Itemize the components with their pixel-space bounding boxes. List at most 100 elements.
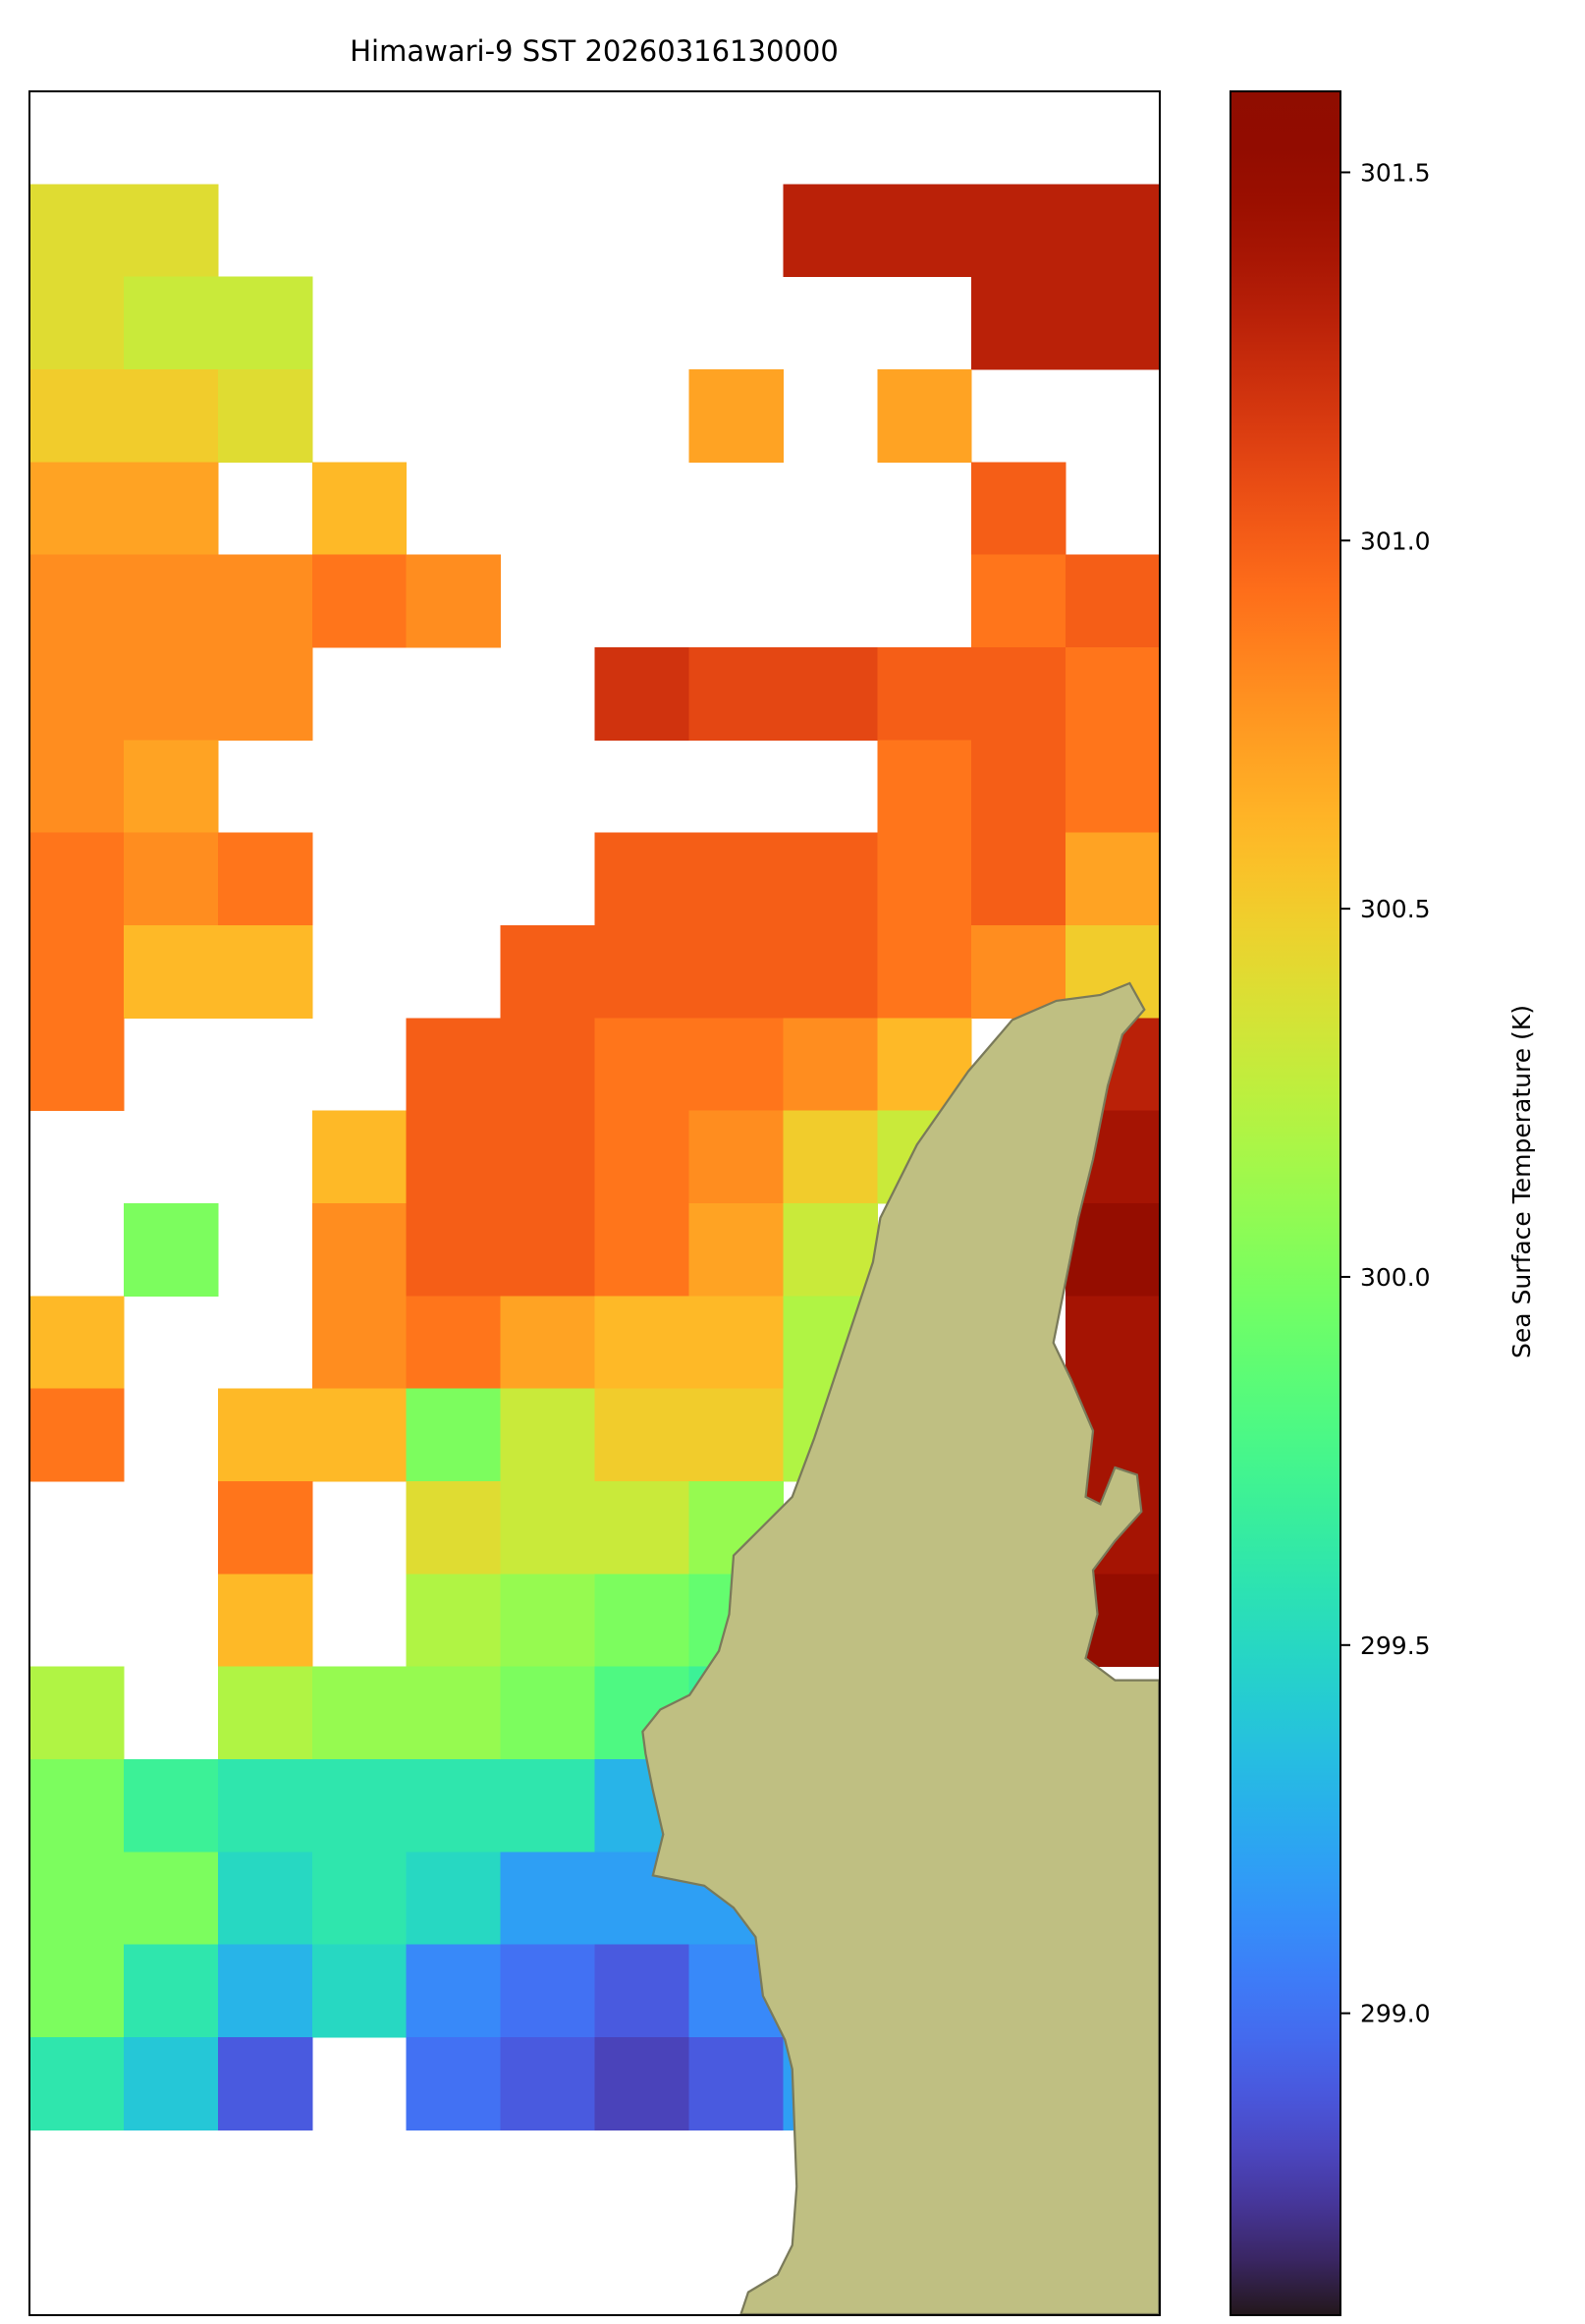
cell xyxy=(406,1110,502,1204)
cell xyxy=(971,276,1066,370)
cell xyxy=(594,1388,689,1482)
cell xyxy=(594,1944,689,2038)
cell xyxy=(217,1574,313,1668)
cell xyxy=(500,1018,595,1112)
cell xyxy=(123,925,219,1019)
cell xyxy=(29,1666,125,1760)
cell xyxy=(123,1852,219,1946)
cell xyxy=(500,1203,595,1297)
chart-title: Himawari-9 SST 20260316130000 xyxy=(350,34,839,68)
cell xyxy=(594,1110,689,1204)
cell xyxy=(29,1944,125,2038)
land xyxy=(641,981,1161,2316)
colorbar-tick-label: 299.5 xyxy=(1360,1632,1431,1660)
cell xyxy=(688,1018,784,1112)
cell xyxy=(29,1296,125,1390)
cell xyxy=(406,1666,502,1760)
cell xyxy=(123,369,219,463)
cell xyxy=(971,740,1066,834)
cell xyxy=(688,369,784,463)
cell xyxy=(688,2037,784,2130)
cell xyxy=(406,1852,502,1946)
cell xyxy=(123,832,219,926)
colorbar-tick-label: 300.0 xyxy=(1360,1263,1431,1292)
cell xyxy=(29,369,125,463)
cell xyxy=(311,462,408,556)
cell xyxy=(217,647,313,741)
cell xyxy=(688,1203,784,1297)
cell xyxy=(29,647,125,741)
plot-frame xyxy=(28,90,1161,2316)
cell xyxy=(783,184,878,278)
cell xyxy=(29,925,125,1019)
cell xyxy=(123,1944,219,2038)
cell xyxy=(29,1852,125,1946)
cell xyxy=(783,647,878,741)
cell xyxy=(406,554,502,648)
cell xyxy=(500,1110,595,1204)
cell xyxy=(29,1759,125,1853)
cell xyxy=(594,1203,689,1297)
colorbar-tick-label: 301.5 xyxy=(1360,158,1431,187)
cell xyxy=(123,740,219,834)
cell xyxy=(688,832,784,926)
cell xyxy=(500,1944,595,2038)
cell xyxy=(688,1110,784,1204)
cell xyxy=(783,832,878,926)
cell xyxy=(123,276,219,370)
cell xyxy=(783,925,878,1019)
cell xyxy=(877,184,972,278)
cell xyxy=(877,925,972,1019)
cell xyxy=(594,1574,689,1668)
cell xyxy=(971,184,1066,278)
cell xyxy=(500,1481,595,1575)
cell xyxy=(594,1481,689,1575)
cell xyxy=(406,1759,502,1853)
cell xyxy=(1066,276,1161,370)
colorbar-tick-label: 301.0 xyxy=(1360,526,1431,555)
cell xyxy=(29,2037,125,2130)
cell xyxy=(29,832,125,926)
cell xyxy=(877,832,972,926)
cell xyxy=(1066,740,1161,834)
cell xyxy=(594,832,689,926)
cell xyxy=(406,1388,502,1482)
cell xyxy=(1066,647,1161,741)
cell xyxy=(123,1759,219,1853)
cell xyxy=(217,554,313,648)
cell xyxy=(29,1018,125,1112)
cell xyxy=(217,1388,313,1482)
cell xyxy=(1066,1203,1161,1297)
cell xyxy=(217,925,313,1019)
cell xyxy=(594,1296,689,1390)
cell xyxy=(217,1852,313,1946)
cell xyxy=(311,1666,408,1760)
cell xyxy=(123,2037,219,2130)
cell xyxy=(311,1852,408,1946)
cell xyxy=(688,1296,784,1390)
cell xyxy=(971,554,1066,648)
cell xyxy=(877,369,972,463)
cell xyxy=(29,554,125,648)
cell xyxy=(877,740,972,834)
cell xyxy=(594,925,689,1019)
cell xyxy=(594,647,689,741)
cell xyxy=(688,925,784,1019)
cell xyxy=(217,1759,313,1853)
cell xyxy=(29,462,125,556)
cell xyxy=(500,2037,595,2130)
cell xyxy=(311,1203,408,1297)
cell xyxy=(1066,1296,1161,1390)
cell xyxy=(217,1944,313,2038)
cell xyxy=(783,1110,878,1204)
cell xyxy=(123,1203,219,1297)
cell xyxy=(500,1296,595,1390)
cell xyxy=(500,1852,595,1946)
cell xyxy=(688,647,784,741)
cell xyxy=(500,1759,595,1853)
cell xyxy=(217,369,313,463)
cell xyxy=(406,1203,502,1297)
cell xyxy=(971,832,1066,926)
cell xyxy=(217,276,313,370)
